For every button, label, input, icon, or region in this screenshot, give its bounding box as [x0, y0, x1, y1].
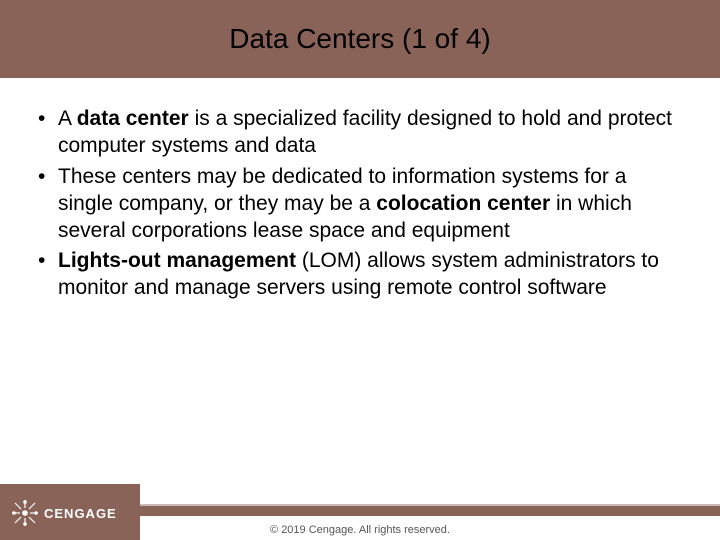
- bullet-item: These centers may be dedicated to inform…: [36, 164, 684, 245]
- bold-run: Lights-out management: [58, 249, 296, 272]
- starburst-icon: [12, 500, 38, 526]
- bullet-list: A data center is a specialized facility …: [36, 106, 684, 302]
- bullet-item: A data center is a specialized facility …: [36, 106, 684, 160]
- footer: CENGAGE © 2019 Cengage. All rights reser…: [0, 484, 720, 540]
- bold-run: colocation center: [376, 192, 550, 215]
- text-run: A: [58, 107, 77, 130]
- content-area: A data center is a specialized facility …: [0, 78, 720, 302]
- slide-title: Data Centers (1 of 4): [229, 23, 490, 55]
- slide: Data Centers (1 of 4) A data center is a…: [0, 0, 720, 540]
- bullet-item: Lights-out management (LOM) allows syste…: [36, 248, 684, 302]
- brand-logo: CENGAGE: [12, 500, 117, 526]
- logo-text: CENGAGE: [44, 506, 117, 521]
- bold-run: data center: [77, 107, 189, 130]
- title-bar: Data Centers (1 of 4): [0, 0, 720, 78]
